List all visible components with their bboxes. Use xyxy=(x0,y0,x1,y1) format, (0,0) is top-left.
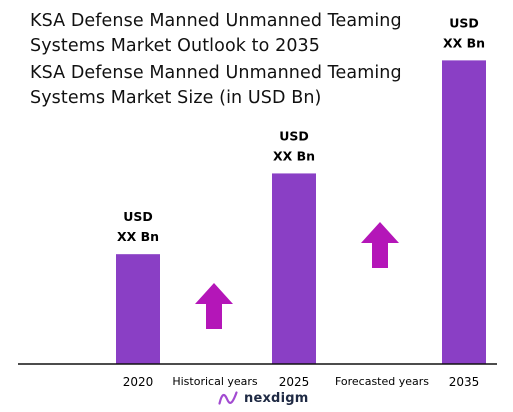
period-label-forecasted: Forecasted years xyxy=(335,375,429,388)
chart-title-line-1: KSA Defense Manned Unmanned Teaming xyxy=(30,63,402,83)
bar-2025 xyxy=(272,173,316,364)
growth-arrow-1-icon xyxy=(195,283,233,329)
x-tick-label-2035: 2035 xyxy=(449,375,480,389)
data-label-2025-line-1: USD xyxy=(279,128,309,143)
brand-name: nexdigm xyxy=(244,390,309,406)
title-line-1: KSA Defense Manned Unmanned Teaming xyxy=(30,11,402,31)
data-label-2025-line-2: XX Bn xyxy=(273,148,315,163)
chart-title-line-2: Systems Market Size (in USD Bn) xyxy=(30,88,322,108)
x-tick-label-2025: 2025 xyxy=(279,375,310,389)
data-label-2035-line-2: XX Bn xyxy=(443,35,485,50)
nexdigm-logo-icon xyxy=(218,391,238,405)
data-label-2020-line-2: XX Bn xyxy=(117,229,159,244)
bar-2035 xyxy=(442,60,486,364)
data-label-2020-line-1: USD xyxy=(123,209,153,224)
data-label-2035-line-1: USD xyxy=(449,15,479,30)
brand-logo: nexdigm xyxy=(218,388,308,408)
title-line-2: Systems Market Outlook to 2035 xyxy=(30,36,321,56)
bar-2020 xyxy=(116,254,160,364)
x-tick-label-2020: 2020 xyxy=(123,375,154,389)
period-label-historical: Historical years xyxy=(172,375,258,388)
growth-arrow-2-icon xyxy=(361,222,399,268)
